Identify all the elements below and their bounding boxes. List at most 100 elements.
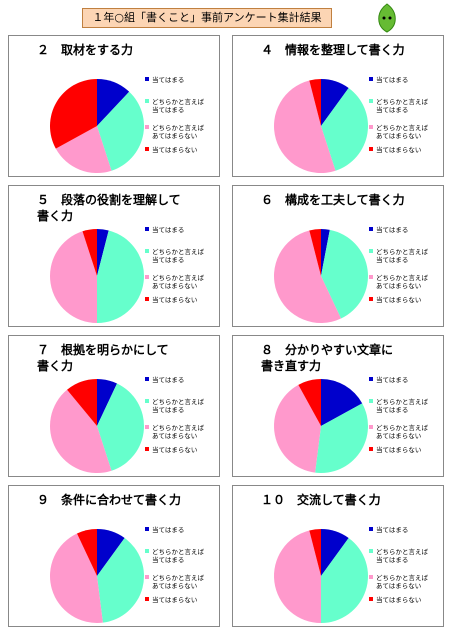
pie-slice <box>309 229 321 276</box>
legend-label: 当てはまる <box>376 376 409 384</box>
legend-swatch <box>369 425 373 429</box>
legend-swatch <box>369 575 373 579</box>
legend-label: 当てはまる <box>152 376 185 384</box>
legend-label: どちらかと言えば あてはまらない <box>152 274 204 290</box>
pie-chart <box>273 77 373 174</box>
legend-label: どちらかと言えば あてはまらない <box>376 124 428 140</box>
pie-slice <box>82 229 97 276</box>
pie-chart <box>50 77 149 173</box>
chart-title: ８ 分かりやすい文章に 書き直す力 <box>261 343 394 373</box>
pie-slice <box>49 231 97 323</box>
chart-panel: ４ 情報を整理して書く力当てはまるどちらかと言えば 当てはまる どちらかと言えば … <box>232 35 444 177</box>
legend-swatch <box>145 77 149 81</box>
chart-panel: ６ 構成を工夫して書く力 当てはまる どちらかと言えば 当てはまる どちらかと言えば … <box>232 185 444 327</box>
pie-slice <box>321 79 349 126</box>
legend-swatch <box>369 527 373 531</box>
legend-label: どちらかと言えば あてはまらない <box>376 274 428 290</box>
legend-label: どちらかと言えば あてはまらない <box>152 124 204 140</box>
legend-swatch <box>369 447 373 451</box>
chart-title: ７ 根拠を明らかにして 書く力 <box>37 343 169 373</box>
legend-swatch <box>369 275 373 279</box>
pie-slice <box>309 79 321 126</box>
legend-label: 当てはまらない <box>376 296 422 304</box>
legend-label: 当てはまる <box>376 76 409 84</box>
legend-swatch <box>369 77 373 81</box>
pie-slice <box>273 230 342 324</box>
legend-label: どちらかと言えば あてはまらない <box>376 424 428 440</box>
pie-slice <box>274 530 321 623</box>
chart-panel: ９ 条件に合わせて書く力当てはまるどちらかと言えば 当てはまる どちらかと言えば … <box>8 485 220 627</box>
pie-slice <box>55 126 112 173</box>
chart-title: ４ 情報を整理して書く力 <box>261 43 405 57</box>
legend-label: 当てはまらない <box>152 596 198 604</box>
legend-swatch <box>369 399 373 403</box>
legend-swatch <box>369 549 373 553</box>
legend-label: どちらかと言えば 当てはまる <box>376 548 428 564</box>
chart-panel: ８ 分かりやすい文章に 書き直す力当てはまるどちらかと言えば 当てはまる どちらか… <box>232 335 444 477</box>
legend-swatch <box>369 125 373 129</box>
pie-slice <box>321 229 330 276</box>
legend-swatch <box>145 447 149 451</box>
legend-swatch <box>145 377 149 381</box>
legend-swatch <box>369 147 373 151</box>
legend-label: 当てはまる <box>152 526 185 534</box>
legend-swatch <box>145 527 149 531</box>
pie-slice <box>309 529 321 576</box>
chart-title: ２ 取材をする力 <box>37 43 134 57</box>
legend-swatch <box>369 227 373 231</box>
pie-slice <box>97 383 144 471</box>
pie-chart <box>274 527 373 623</box>
legend-label: どちらかと言えば 当てはまる <box>376 398 428 414</box>
legend-swatch <box>369 297 373 301</box>
legend-swatch <box>145 99 149 103</box>
chart-panel: ２ 取材をする力 当てはまる どちらかと言えば 当てはまる どちらかと言えば あてはま… <box>8 35 220 177</box>
legend-label: どちらかと言えば 当てはまる <box>376 98 428 114</box>
pie-chart <box>274 377 373 473</box>
legend-label: 当てはまる <box>152 76 185 84</box>
pie-slice <box>97 379 118 426</box>
legend-swatch <box>369 99 373 103</box>
pie-slice <box>97 79 130 126</box>
legend-label: 当てはまらない <box>152 446 198 454</box>
pie-slice <box>274 384 321 473</box>
legend-swatch <box>145 275 149 279</box>
legend-swatch <box>145 147 149 151</box>
legend-label: 当てはまらない <box>152 296 198 304</box>
pie-slice <box>321 379 363 426</box>
pie-chart <box>50 377 149 473</box>
chart-panel: １０ 交流して書く力 当てはまる どちらかと言えば 当てはまる どちらかと言えば あて… <box>232 485 444 627</box>
legend-swatch <box>145 227 149 231</box>
legend-swatch <box>369 597 373 601</box>
chart-panel: ７ 根拠を明らかにして 書く力当てはまるどちらかと言えば 当てはまる どちらかと言… <box>8 335 220 477</box>
pie-slice <box>97 91 144 171</box>
pie-slice <box>50 389 112 473</box>
legend-swatch <box>145 399 149 403</box>
chart-title: ９ 条件に合わせて書く力 <box>37 493 182 507</box>
legend-label: どちらかと言えば あてはまらない <box>152 424 204 440</box>
legend-swatch <box>369 377 373 381</box>
legend-swatch <box>145 425 149 429</box>
legend-label: どちらかと言えば あてはまらない <box>152 574 204 590</box>
legend-label: どちらかと言えば 当てはまる <box>152 398 204 414</box>
pie-slice <box>321 537 368 623</box>
legend-label: どちらかと言えば あてはまらない <box>376 574 428 590</box>
legend-swatch <box>145 597 149 601</box>
pie-slice <box>97 230 144 323</box>
legend-label: どちらかと言えば 当てはまる <box>152 548 204 564</box>
pie-slice <box>321 529 349 576</box>
legend-swatch <box>145 249 149 253</box>
pie-slice <box>97 529 125 576</box>
legend-swatch <box>145 125 149 129</box>
pie-slice <box>67 379 97 426</box>
chart-title: ６ 構成を工夫して書く力 <box>261 193 405 207</box>
pie-slice <box>298 379 321 426</box>
legend-label: 当てはまる <box>376 226 409 234</box>
legend-swatch <box>145 297 149 301</box>
chart-title: １０ 交流して書く力 <box>261 493 381 507</box>
legend-swatch <box>369 249 373 253</box>
pie-chart <box>273 227 373 324</box>
legend-label: どちらかと言えば 当てはまる <box>152 248 204 264</box>
pie-slice <box>321 87 368 171</box>
legend-swatch <box>145 575 149 579</box>
